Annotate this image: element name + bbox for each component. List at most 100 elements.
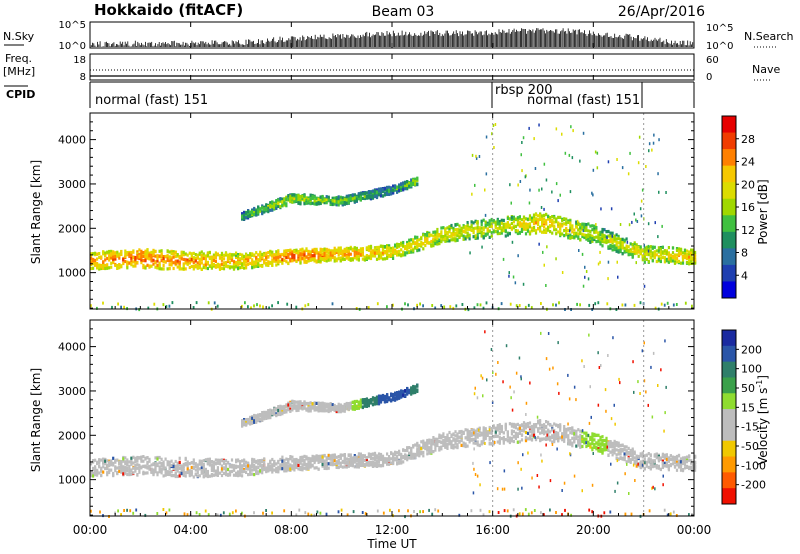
- heatmap-cell: [367, 460, 370, 464]
- heatmap-cell: [440, 445, 443, 449]
- heatmap-cell: [245, 211, 248, 215]
- heatmap-cell: [538, 188, 540, 192]
- heatmap-cell: [170, 263, 173, 267]
- heatmap-cell: [184, 252, 187, 256]
- heatmap-cell: [617, 275, 619, 279]
- heatmap-cell: [142, 459, 145, 463]
- heatmap-cell: [514, 224, 517, 228]
- heatmap-cell: [541, 223, 544, 227]
- heatmap-cell: [426, 441, 429, 445]
- heatmap-cell: [543, 225, 546, 229]
- heatmap-cell: [579, 226, 582, 230]
- heatmap-cell: [206, 469, 209, 474]
- heatmap-cell: [132, 264, 135, 268]
- heatmap-cell: [349, 453, 352, 457]
- heatmap-cell: [265, 262, 268, 266]
- heatmap-cell: [361, 196, 364, 200]
- heatmap-cell: [178, 261, 181, 265]
- heatmap-cell: [166, 472, 169, 476]
- heatmap-cell: [102, 461, 105, 465]
- heatmap-cell: [454, 231, 457, 235]
- heatmap-cell: [404, 449, 407, 453]
- heatmap-cell: [319, 459, 322, 463]
- heatmap-cell: [521, 141, 523, 144]
- heatmap-cell: [367, 452, 370, 456]
- heatmap-cell: [375, 257, 379, 261]
- heatmap-cell: [241, 212, 244, 216]
- heatmap-cell: [454, 228, 457, 232]
- heatmap-cell: [214, 458, 217, 462]
- heatmap-cell: [319, 254, 322, 258]
- heatmap-cell: [277, 467, 280, 471]
- heatmap-cell: [402, 250, 405, 254]
- heatmap-cell: [295, 196, 298, 200]
- heatmap-cell: [639, 301, 642, 305]
- heatmap-cell: [190, 470, 193, 474]
- heatmap-cell: [546, 245, 548, 249]
- heatmap-cell: [410, 456, 413, 460]
- heatmap-cell: [443, 305, 446, 309]
- heatmap-cell: [567, 220, 570, 224]
- heatmap-cell: [132, 455, 135, 459]
- heatmap-cell: [317, 256, 320, 260]
- heatmap-cell: [369, 197, 373, 201]
- heatmap-cell: [347, 458, 350, 462]
- heatmap-cell: [444, 436, 447, 440]
- heatmap-cell: [138, 463, 141, 467]
- heatmap-cell: [198, 251, 201, 255]
- heatmap-cell: [128, 471, 131, 475]
- heatmap-cell: [237, 260, 240, 265]
- heatmap-cell: [386, 189, 389, 193]
- heatmap-cell: [563, 228, 566, 233]
- heatmap-cell: [235, 253, 238, 257]
- heatmap-cell: [361, 247, 364, 252]
- heatmap-cell: [661, 224, 663, 228]
- heatmap-cell: [381, 463, 385, 467]
- heatmap-cell: [237, 458, 240, 462]
- heatmap-cell: [522, 136, 525, 140]
- heatmap-cell: [537, 214, 540, 218]
- heatmap-cell: [507, 233, 509, 237]
- heatmap-cell: [249, 261, 252, 265]
- heatmap-cell: [442, 432, 445, 436]
- heatmap-cell: [289, 194, 292, 198]
- heatmap-cell: [230, 265, 234, 269]
- heatmap-cell: [114, 255, 117, 259]
- heatmap-cell: [406, 455, 409, 459]
- heatmap-cell: [404, 302, 406, 306]
- heatmap-cell: [271, 208, 274, 212]
- heatmap-cell: [198, 257, 201, 261]
- heatmap-cell: [440, 304, 443, 308]
- heatmap-cell: [114, 460, 117, 464]
- heatmap-cell: [321, 194, 324, 199]
- heatmap-cell: [607, 240, 610, 244]
- heatmap-cell: [488, 222, 491, 226]
- heatmap-cell: [182, 266, 185, 270]
- heatmap-cell: [537, 226, 540, 231]
- heatmap-cell: [92, 259, 95, 263]
- heatmap-cell: [516, 223, 519, 227]
- heatmap-cell: [392, 246, 395, 250]
- heatmap-cell: [651, 259, 654, 263]
- heatmap-cell: [198, 461, 201, 465]
- heatmap-cell: [329, 251, 332, 255]
- heatmap-cell: [553, 228, 556, 232]
- heatmap-cell: [190, 461, 193, 465]
- heatmap-cell: [265, 208, 268, 212]
- heatmap-cell: [640, 214, 643, 218]
- heatmap-cell: [484, 223, 487, 228]
- heatmap-cell: [581, 227, 584, 231]
- heatmap-cell: [136, 455, 139, 460]
- heatmap-cell: [528, 230, 532, 234]
- sky-panel: N.Sky 10^5 10^0 10^5 10^0 N.Search: [3, 20, 794, 52]
- heatmap-cell: [207, 301, 210, 305]
- heatmap-cell: [406, 243, 409, 247]
- heatmap-cell: [271, 250, 274, 254]
- heatmap-cell: [347, 252, 350, 257]
- heatmap-cell: [512, 275, 515, 279]
- heatmap-cell: [245, 266, 248, 270]
- heatmap-cell: [422, 454, 425, 458]
- heatmap-cell: [621, 242, 624, 246]
- heatmap-cell: [108, 266, 111, 270]
- heatmap-cell: [110, 261, 113, 265]
